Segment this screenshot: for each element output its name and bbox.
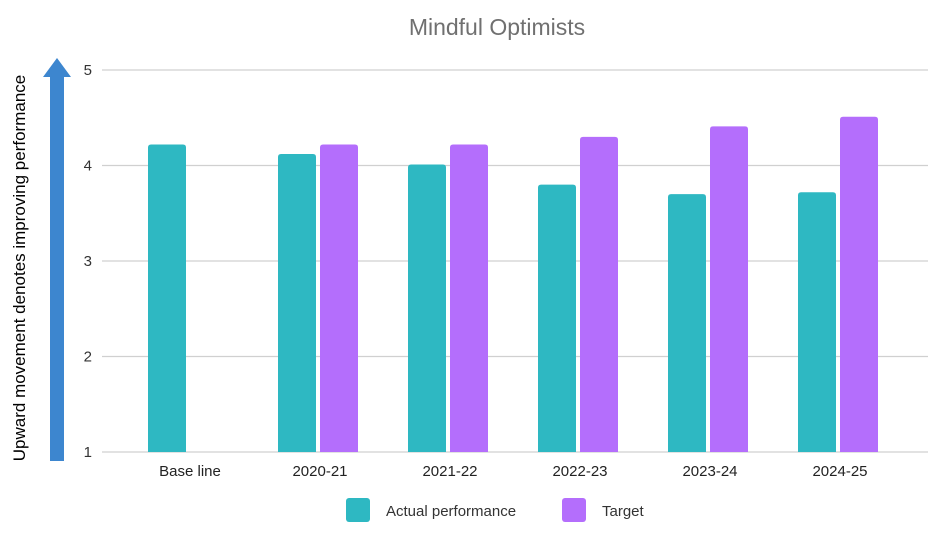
y-tick-labels: 1 2 3 4 5 (84, 62, 92, 461)
bar-actual-2023-24 (668, 194, 706, 452)
bar-target-2020-21 (320, 144, 358, 453)
legend: Actual performance Target (346, 498, 645, 522)
bar-actual-2020-21 (278, 154, 316, 453)
y-axis-label: Upward movement denotes improving perfor… (10, 75, 29, 461)
y-axis-arrow (43, 58, 71, 461)
legend-swatch-actual-performance (346, 498, 370, 522)
y-tick-label: 3 (84, 253, 92, 270)
bar-actual-2024-25 (798, 192, 836, 453)
arrow-head (43, 58, 71, 77)
legend-swatch-target (562, 498, 586, 522)
arrow-shaft (50, 76, 64, 461)
gridlines (102, 69, 928, 453)
bars (148, 116, 878, 453)
x-tick-label: 2021-22 (422, 463, 477, 480)
legend-label-target: Target (602, 503, 645, 520)
bar-actual-base-line (148, 144, 186, 453)
chart-title: Mindful Optimists (409, 14, 585, 40)
bar-target-2024-25 (840, 116, 878, 453)
x-tick-label: 2022-23 (552, 463, 607, 480)
y-tick-label: 1 (84, 444, 92, 461)
bar-target-2022-23 (580, 136, 618, 452)
y-tick-label: 5 (84, 62, 92, 79)
x-tick-label: 2020-21 (292, 463, 347, 480)
x-tick-labels: Base line 2020-21 2021-22 2022-23 2023-24 202… (159, 463, 867, 480)
bar-target-2021-22 (450, 144, 488, 453)
y-tick-label: 4 (84, 158, 92, 175)
x-tick-label: Base line (159, 463, 221, 480)
x-tick-label: 2024-25 (812, 463, 867, 480)
bar-actual-2022-23 (538, 184, 576, 452)
y-tick-label: 2 (84, 349, 92, 366)
x-tick-label: 2023-24 (682, 463, 737, 480)
bar-target-2023-24 (710, 126, 748, 452)
bar-actual-2021-22 (408, 164, 446, 453)
legend-label-actual-performance: Actual performance (386, 503, 516, 520)
